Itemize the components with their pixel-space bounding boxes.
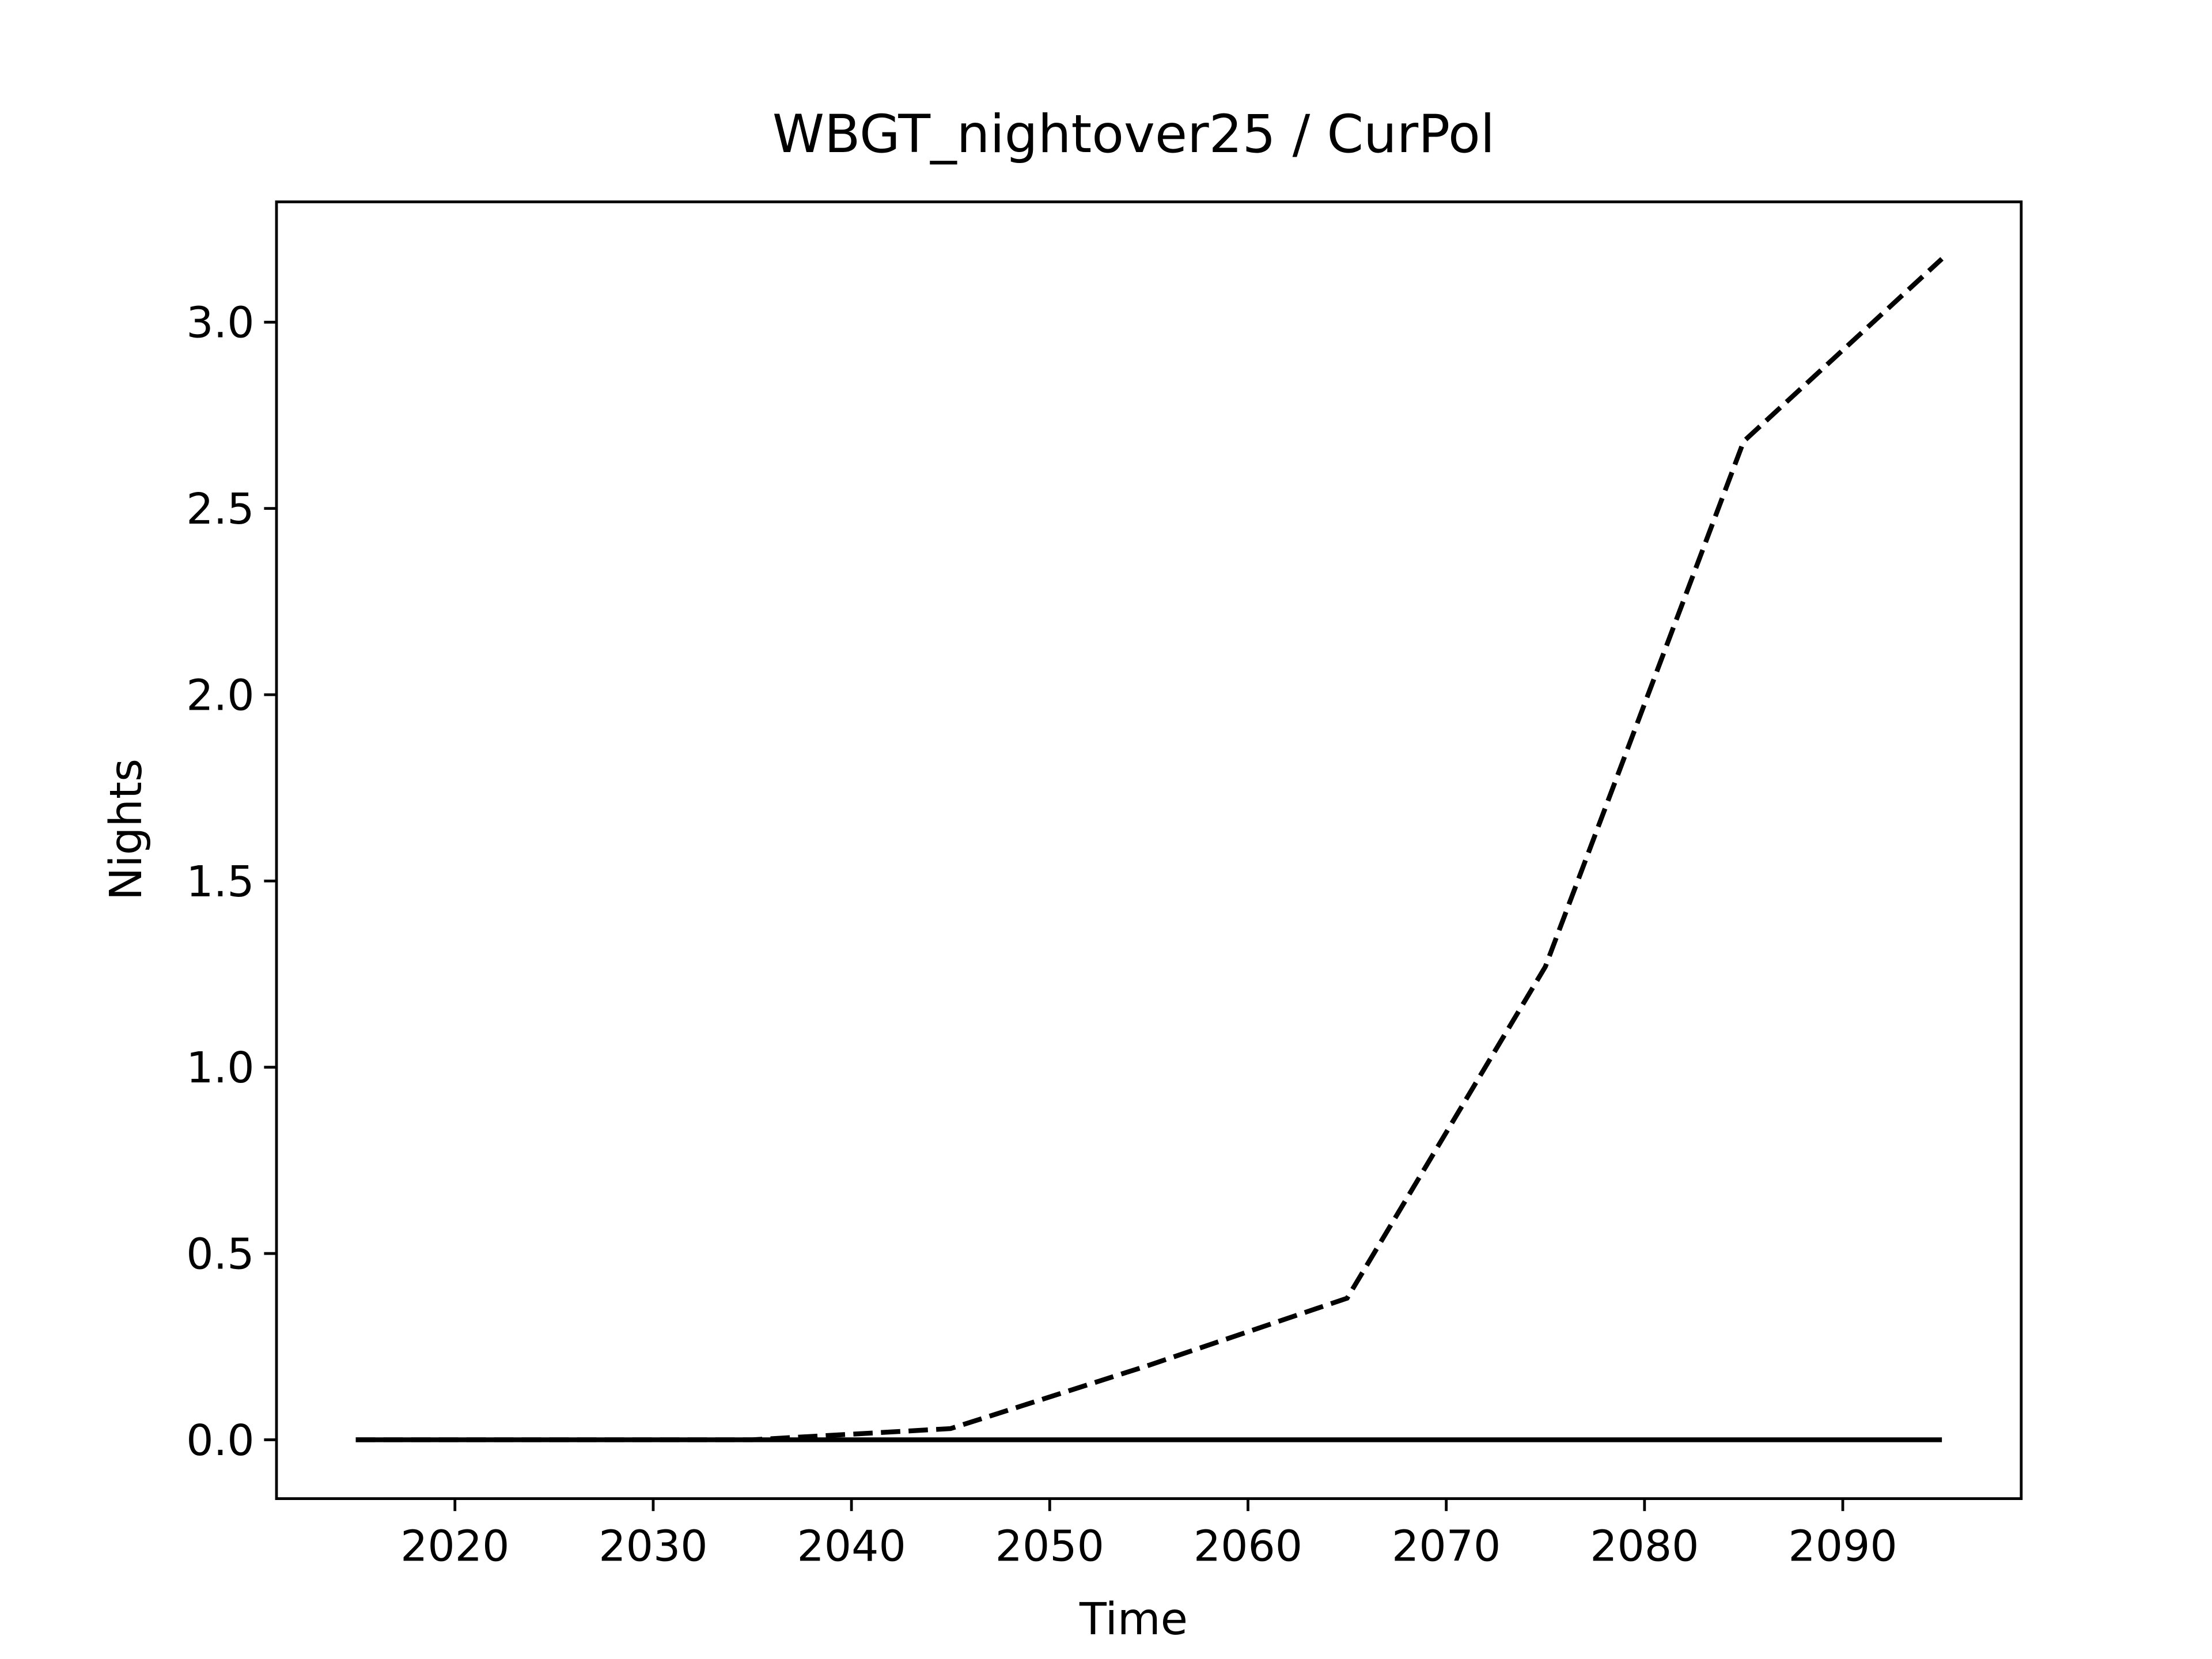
y-tick-label: 3.0 (186, 298, 254, 348)
x-axis-label: Time (1079, 1594, 1188, 1645)
y-tick-label: 1.0 (186, 1043, 254, 1093)
y-tick-label: 2.0 (186, 670, 254, 720)
x-tick-label: 2090 (1788, 1521, 1897, 1571)
y-axis-label: Nights (101, 759, 152, 900)
x-tick-label: 2070 (1392, 1521, 1501, 1571)
chart-title: WBGT_nightover25 / CurPol (772, 103, 1495, 165)
y-tick-label: 0.5 (186, 1229, 254, 1279)
plot-frame (275, 200, 2023, 1500)
x-tick-label: 2040 (797, 1521, 906, 1571)
y-tick-label: 1.5 (186, 857, 254, 907)
x-tick-label: 2060 (1194, 1521, 1302, 1571)
y-tick-label: 2.5 (186, 484, 254, 534)
x-tick-label: 2030 (599, 1521, 707, 1571)
x-tick-label: 2020 (400, 1521, 509, 1571)
y-tick-label: 0.0 (186, 1415, 254, 1465)
x-tick-label: 2080 (1590, 1521, 1699, 1571)
x-tick-label: 2050 (995, 1521, 1104, 1571)
